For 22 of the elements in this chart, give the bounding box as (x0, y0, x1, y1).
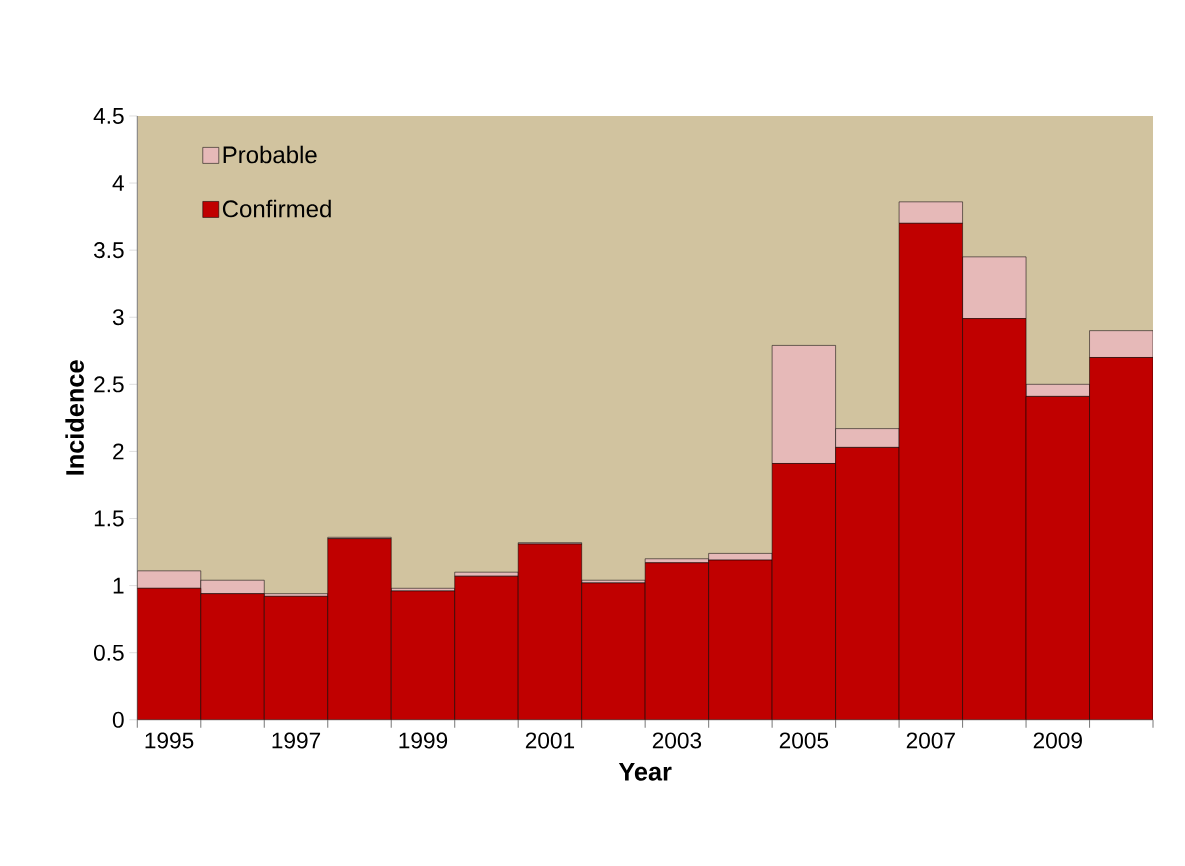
x-tick-label: 1999 (399, 732, 448, 749)
y-tick-label: 1 (113, 577, 124, 594)
legend-label: Confirmed (222, 199, 331, 218)
y-axis-title: Incidence (65, 360, 84, 475)
x-tick-label: 2007 (906, 732, 955, 749)
x-tick-label: 2001 (525, 732, 575, 749)
x-tick-label: 2005 (779, 732, 829, 749)
x-tick-label: 1995 (145, 732, 194, 749)
y-tick-label: 4.5 (93, 107, 124, 124)
y-tick-label: 3 (112, 309, 124, 326)
y-tick-label: 3.5 (93, 241, 124, 258)
x-tick-label: 2009 (1033, 732, 1082, 749)
y-tick-label: 4 (112, 175, 124, 191)
y-tick-label: 0 (112, 711, 124, 728)
y-tick-label: 1.5 (94, 510, 124, 527)
legend-label: Probable (223, 145, 317, 164)
y-tick-label: 2 (113, 443, 124, 460)
x-tick-label: 1997 (272, 732, 321, 749)
y-tick-label: 2.5 (94, 376, 124, 393)
x-tick-label: 2003 (652, 732, 702, 749)
y-tick-label: 0.5 (93, 644, 124, 661)
x-axis-title: Year (618, 762, 672, 781)
